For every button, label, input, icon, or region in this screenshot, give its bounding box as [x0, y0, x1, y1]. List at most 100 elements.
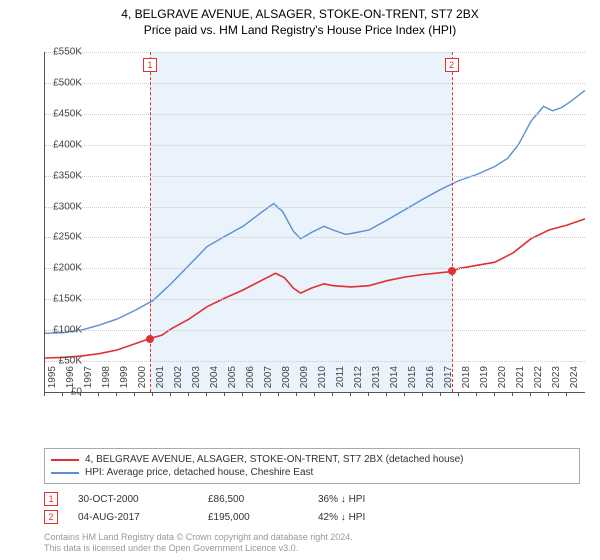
- y-axis-label: £300K: [32, 201, 82, 212]
- x-tick: [152, 392, 153, 396]
- x-tick: [206, 392, 207, 396]
- y-axis-label: £500K: [32, 77, 82, 88]
- x-axis-label: 2020: [497, 366, 508, 396]
- x-axis-label: 2008: [281, 366, 292, 396]
- x-tick: [494, 392, 495, 396]
- x-axis-label: 1995: [47, 366, 58, 396]
- x-axis-label: 2024: [569, 366, 580, 396]
- x-tick: [44, 392, 45, 396]
- title-line-2: Price paid vs. HM Land Registry's House …: [0, 22, 600, 38]
- x-tick: [62, 392, 63, 396]
- y-axis-label: £550K: [32, 47, 82, 58]
- title-line-1: 4, BELGRAVE AVENUE, ALSAGER, STOKE-ON-TR…: [0, 6, 600, 22]
- x-tick: [116, 392, 117, 396]
- legend-label-property: 4, BELGRAVE AVENUE, ALSAGER, STOKE-ON-TR…: [85, 454, 463, 465]
- sale-point-marker: [448, 267, 456, 275]
- y-axis-label: £450K: [32, 108, 82, 119]
- x-tick: [404, 392, 405, 396]
- chart-area: 12 £0£50K£100K£150K£200K£250K£300K£350K£…: [44, 52, 584, 412]
- sale-vline: [452, 52, 453, 392]
- gridline: [45, 299, 585, 300]
- sale-point-marker: [146, 335, 154, 343]
- x-tick: [98, 392, 99, 396]
- x-axis-label: 2002: [173, 366, 184, 396]
- legend-box: 4, BELGRAVE AVENUE, ALSAGER, STOKE-ON-TR…: [44, 448, 580, 484]
- gridline: [45, 176, 585, 177]
- sale-row-1: 1 30-OCT-2000 £86,500 36% ↓ HPI: [44, 492, 580, 506]
- x-tick: [170, 392, 171, 396]
- x-axis-label: 2006: [245, 366, 256, 396]
- x-axis-label: 2012: [353, 366, 364, 396]
- sale-marker-box: 1: [143, 58, 157, 72]
- x-axis-label: 2022: [533, 366, 544, 396]
- legend-swatch-hpi: [51, 472, 79, 474]
- x-axis-label: 1996: [65, 366, 76, 396]
- sale-date-1: 30-OCT-2000: [78, 494, 208, 505]
- x-tick: [296, 392, 297, 396]
- footer-line-2: This data is licensed under the Open Gov…: [44, 543, 353, 554]
- sale-hpi-2: 42% ↓ HPI: [318, 512, 408, 523]
- y-axis-label: £50K: [32, 356, 82, 367]
- x-tick: [566, 392, 567, 396]
- x-axis-label: 2005: [227, 366, 238, 396]
- x-axis-label: 2015: [407, 366, 418, 396]
- x-axis-label: 1998: [101, 366, 112, 396]
- x-axis-label: 2021: [515, 366, 526, 396]
- x-tick: [548, 392, 549, 396]
- x-tick: [530, 392, 531, 396]
- gridline: [45, 361, 585, 362]
- gridline: [45, 207, 585, 208]
- gridline: [45, 330, 585, 331]
- x-tick: [314, 392, 315, 396]
- footer-line-1: Contains HM Land Registry data © Crown c…: [44, 532, 353, 543]
- legend-row-property: 4, BELGRAVE AVENUE, ALSAGER, STOKE-ON-TR…: [51, 453, 573, 466]
- sale-price-1: £86,500: [208, 494, 318, 505]
- series-hpi: [45, 90, 585, 333]
- gridline: [45, 114, 585, 115]
- sale-price-2: £195,000: [208, 512, 318, 523]
- gridline: [45, 52, 585, 53]
- y-axis-label: £250K: [32, 232, 82, 243]
- series-property: [45, 219, 585, 358]
- sale-badge-2: 2: [44, 510, 58, 524]
- x-axis-label: 1999: [119, 366, 130, 396]
- x-tick: [260, 392, 261, 396]
- x-tick: [332, 392, 333, 396]
- legend-row-hpi: HPI: Average price, detached house, Ches…: [51, 466, 573, 479]
- x-axis-label: 2014: [389, 366, 400, 396]
- y-axis-label: £200K: [32, 263, 82, 274]
- gridline: [45, 237, 585, 238]
- x-tick: [368, 392, 369, 396]
- x-tick: [422, 392, 423, 396]
- sale-hpi-1: 36% ↓ HPI: [318, 494, 408, 505]
- gridline: [45, 145, 585, 146]
- x-tick: [134, 392, 135, 396]
- footer-block: Contains HM Land Registry data © Crown c…: [44, 532, 353, 555]
- legend-label-hpi: HPI: Average price, detached house, Ches…: [85, 467, 313, 478]
- sale-row-2: 2 04-AUG-2017 £195,000 42% ↓ HPI: [44, 510, 580, 524]
- y-axis-label: £100K: [32, 325, 82, 336]
- x-axis-label: 2023: [551, 366, 562, 396]
- y-axis-label: £350K: [32, 170, 82, 181]
- x-tick: [80, 392, 81, 396]
- x-axis-label: 2001: [155, 366, 166, 396]
- x-axis-label: 2007: [263, 366, 274, 396]
- x-axis-label: 2003: [191, 366, 202, 396]
- x-tick: [440, 392, 441, 396]
- sale-date-2: 04-AUG-2017: [78, 512, 208, 523]
- x-tick: [278, 392, 279, 396]
- y-axis-label: £150K: [32, 294, 82, 305]
- x-tick: [188, 392, 189, 396]
- x-axis-label: 2018: [461, 366, 472, 396]
- x-axis-label: 2017: [443, 366, 454, 396]
- x-tick: [458, 392, 459, 396]
- x-tick: [386, 392, 387, 396]
- x-axis-label: 2011: [335, 366, 346, 396]
- x-axis-label: 2004: [209, 366, 220, 396]
- x-axis-label: 2010: [317, 366, 328, 396]
- gridline: [45, 83, 585, 84]
- sale-badge-1: 1: [44, 492, 58, 506]
- gridline: [45, 268, 585, 269]
- x-axis-label: 2013: [371, 366, 382, 396]
- chart-container: 4, BELGRAVE AVENUE, ALSAGER, STOKE-ON-TR…: [0, 0, 600, 560]
